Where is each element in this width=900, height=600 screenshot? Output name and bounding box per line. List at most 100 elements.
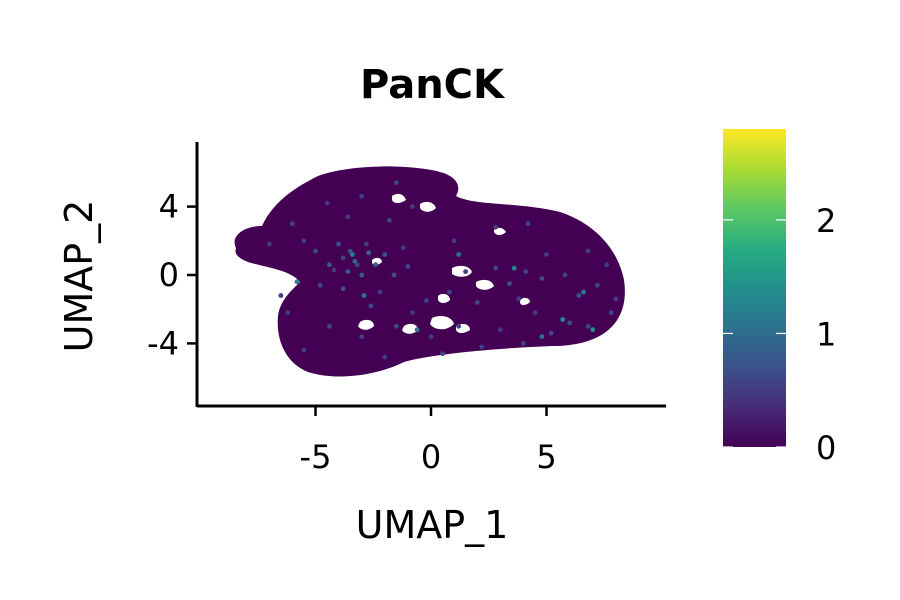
cell-point [544,252,549,257]
sparse-gaps [358,193,530,334]
cell-point [590,327,596,333]
cell-point [363,241,369,247]
cell-point [539,334,545,339]
cell-point [340,255,346,261]
cell-point [567,320,572,326]
cell-point [359,272,365,278]
cell-point [410,310,415,315]
cell-point [290,221,295,227]
cell-point [327,323,332,329]
cell-point [327,262,332,268]
cell-point [424,298,429,303]
cell-point [585,248,591,254]
cell-point [359,193,365,199]
cell-point [400,245,406,251]
colorbar-tick-label: 2 [816,202,836,240]
cell-point [405,264,411,269]
cell-point [345,214,351,220]
cell-point [576,293,582,298]
cell-point [511,265,517,271]
cell-point [532,310,538,315]
x-ticks: -5 0 5 [300,406,557,476]
cell-point [497,327,503,333]
cell-point [382,252,388,257]
x-tick-label: -5 [300,438,332,476]
cell-point [324,200,330,206]
cell-point [347,248,353,254]
cell-point [340,286,346,292]
cell-point [608,310,614,315]
cell-point [354,262,360,268]
axes: -5 0 5 4 0 -4 UMAP_1 UMAP_2 [57,142,666,547]
cell-point [594,282,600,288]
y-axis-label: UMAP_2 [57,200,101,353]
cell-point [613,296,619,302]
cell-point [456,323,462,329]
cell-cloud [234,166,625,377]
cell-point [507,281,512,286]
cell-point [313,248,318,254]
cell-point [394,323,399,329]
cell-point [345,269,351,274]
y-tick-label: 0 [159,256,179,294]
cell-point [317,282,323,288]
cell-point [301,347,307,353]
cell-point [394,180,399,186]
cell-point [366,250,371,256]
x-axis-label: UMAP_1 [356,503,509,547]
cell-point [493,265,499,271]
cell-point [336,241,341,247]
cell-point [278,293,284,298]
cell-point [382,354,388,360]
x-tick-label: 5 [536,438,556,476]
cell-point [301,238,307,244]
cell-point [428,334,434,339]
cell-point [479,344,485,350]
dense-cell-region [234,166,625,377]
cell-point [352,258,358,264]
cell-point [474,300,480,305]
cell-point [581,289,586,295]
cell-point [410,204,415,210]
cell-point [562,272,568,278]
cell-point [493,224,499,230]
cell-point [368,303,374,309]
chart-title: PanCK [360,62,506,108]
cell-point [463,269,468,274]
colorbar-ticks: 0 1 2 [723,202,836,467]
cell-point [525,221,531,227]
cell-point [331,267,337,273]
cell-point [539,276,545,281]
cell-point [266,241,272,247]
cell-point [585,323,591,329]
cell-point [456,252,462,257]
y-ticks: 4 0 -4 [147,188,197,362]
colorbar-gradient [723,129,786,447]
y-tick-label: -4 [147,324,179,362]
cell-point [377,289,383,295]
cell-point [440,351,445,357]
cell-point [350,252,355,257]
cell-point [548,330,554,336]
cell-point [359,334,365,339]
cell-point [391,272,397,278]
cell-point [560,317,566,322]
cell-point [521,341,526,346]
cell-point [387,217,392,223]
cell-point [516,296,522,302]
cell-point [361,293,367,298]
cell-point [294,279,300,285]
cell-point [414,327,420,333]
cell-points [266,180,619,360]
colorbar: 0 1 2 [723,129,836,467]
cell-point [523,269,529,274]
cell-point [447,289,452,295]
cell-point [285,310,291,315]
cell-point [604,262,609,268]
x-tick-label: 0 [421,438,441,476]
y-tick-label: 4 [159,188,179,226]
colorbar-tick-label: 0 [816,429,836,467]
cell-point [373,262,378,268]
colorbar-tick-label: 1 [816,315,836,353]
